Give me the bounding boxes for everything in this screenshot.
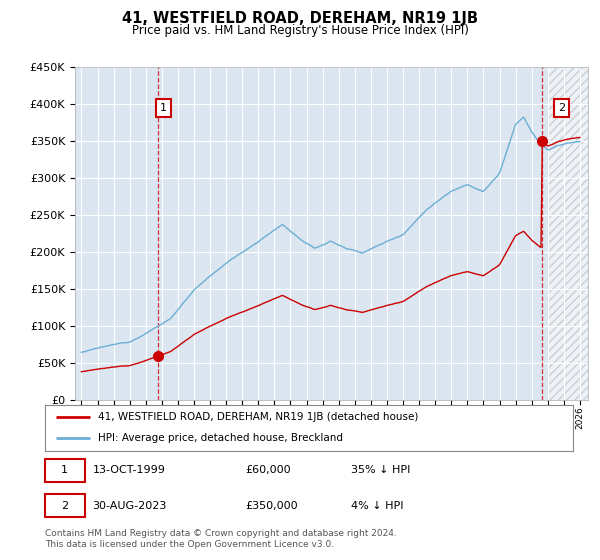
Text: 41, WESTFIELD ROAD, DEREHAM, NR19 1JB (detached house): 41, WESTFIELD ROAD, DEREHAM, NR19 1JB (d… <box>98 412 418 422</box>
Text: £60,000: £60,000 <box>245 465 291 475</box>
Text: 2: 2 <box>558 103 565 113</box>
Bar <box>548 67 596 400</box>
Text: 1: 1 <box>160 103 167 113</box>
FancyBboxPatch shape <box>45 459 85 482</box>
Text: HPI: Average price, detached house, Breckland: HPI: Average price, detached house, Brec… <box>98 433 343 444</box>
Text: Contains HM Land Registry data © Crown copyright and database right 2024.
This d: Contains HM Land Registry data © Crown c… <box>45 529 397 549</box>
Text: 2: 2 <box>61 501 68 511</box>
Text: 13-OCT-1999: 13-OCT-1999 <box>92 465 166 475</box>
Text: Price paid vs. HM Land Registry's House Price Index (HPI): Price paid vs. HM Land Registry's House … <box>131 24 469 36</box>
Text: £350,000: £350,000 <box>245 501 298 511</box>
FancyBboxPatch shape <box>45 494 85 517</box>
Text: 4% ↓ HPI: 4% ↓ HPI <box>351 501 404 511</box>
Text: 41, WESTFIELD ROAD, DEREHAM, NR19 1JB: 41, WESTFIELD ROAD, DEREHAM, NR19 1JB <box>122 11 478 26</box>
Text: 1: 1 <box>61 465 68 475</box>
Text: 35% ↓ HPI: 35% ↓ HPI <box>351 465 410 475</box>
Text: 30-AUG-2023: 30-AUG-2023 <box>92 501 167 511</box>
